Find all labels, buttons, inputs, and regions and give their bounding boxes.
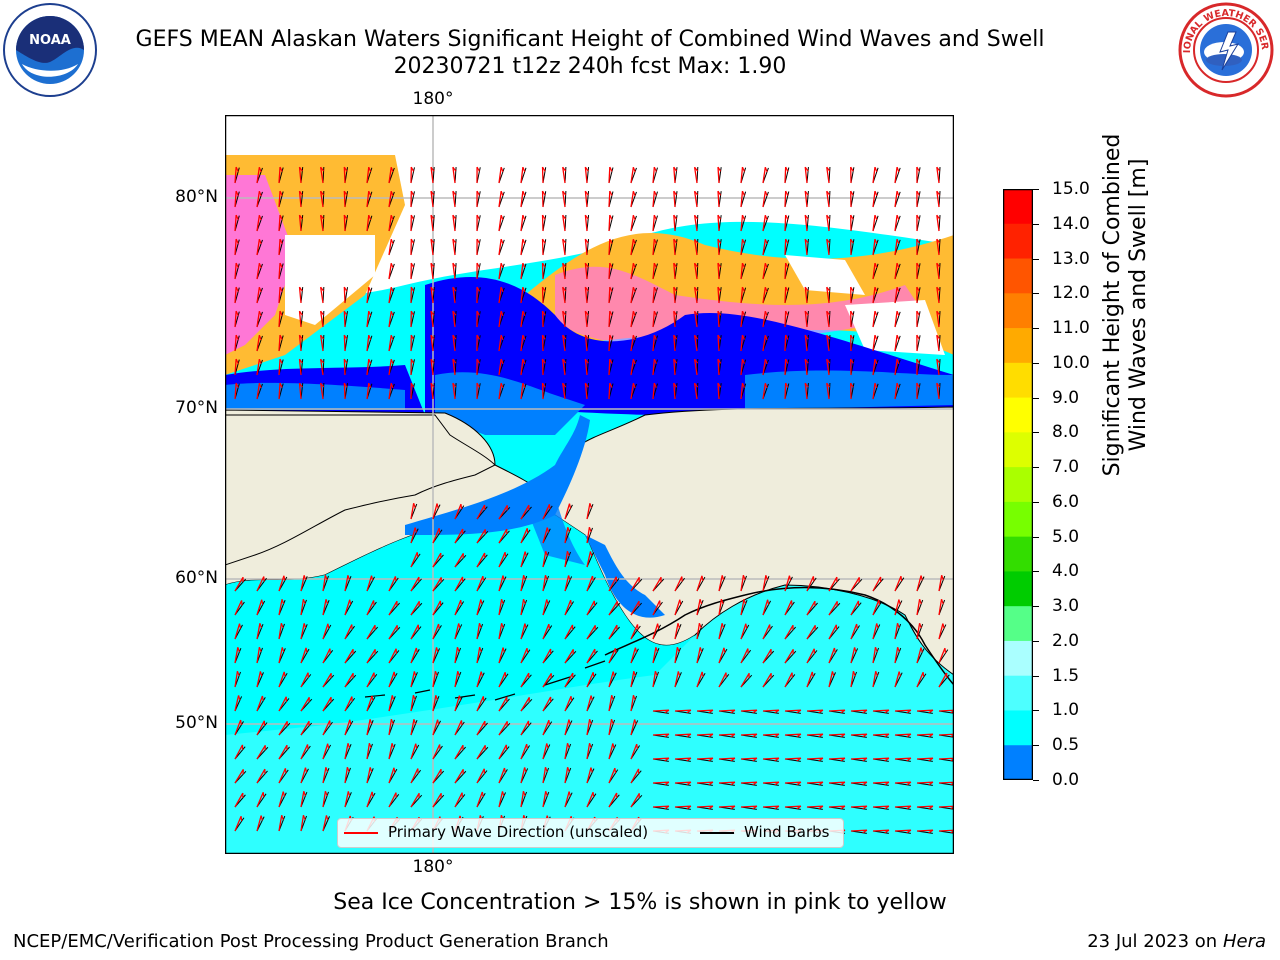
footer-timestamp: 23 Jul 2023 on Hera <box>1087 931 1266 952</box>
colorbar-tick-label: 2.0 <box>1052 630 1080 651</box>
sea-ice-note: Sea Ice Concentration > 15% is shown in … <box>333 890 947 915</box>
colorbar-tick-mark <box>1033 780 1039 781</box>
colorbar-band <box>1003 606 1033 642</box>
lon-label-top: 180° <box>412 89 454 109</box>
colorbar-band <box>1003 258 1033 294</box>
colorbar-tick-label: 13.0 <box>1052 248 1090 269</box>
colorbar-tick-label: 6.0 <box>1052 491 1080 512</box>
aleutian-islands <box>364 660 606 701</box>
lat-label-80n: 80°N <box>175 187 218 207</box>
footer-date: 23 Jul 2023 on <box>1087 931 1223 952</box>
colorbar-band <box>1003 467 1033 503</box>
wave-direction-legend-label: Primary Wave Direction (unscaled) <box>388 823 649 841</box>
colorbar-band <box>1003 675 1033 711</box>
colorbar-band <box>1003 536 1033 572</box>
colorbar-tick-mark <box>1033 189 1039 190</box>
footer-host: Hera <box>1222 931 1266 952</box>
colorbar-tick-label: 4.0 <box>1052 561 1080 582</box>
colorbar-tick-label: 0.5 <box>1052 735 1080 756</box>
colorbar-tick-label: 0.0 <box>1052 770 1080 790</box>
colorbar-tick-mark <box>1033 745 1039 747</box>
colorbar-band <box>1003 293 1033 329</box>
bering-sea <box>225 515 695 735</box>
colorbar-tick-label: 9.0 <box>1052 387 1080 408</box>
colorbar-band <box>1003 362 1033 399</box>
colorbar-tick-label: 11.0 <box>1052 318 1090 339</box>
colorbar-band <box>1003 710 1033 746</box>
colorbar-tick-label: 12.0 <box>1052 283 1090 304</box>
wind-barb-legend-label: Wind Barbs <box>744 823 830 841</box>
colorbar-tick-label: 7.0 <box>1052 457 1080 478</box>
colorbar-band <box>1003 223 1033 260</box>
colorbar-tick-mark <box>1033 432 1039 434</box>
colorbar-band <box>1003 571 1033 607</box>
colorbar-tick-mark <box>1033 397 1039 399</box>
wave-height-map <box>225 115 954 854</box>
wind-barb-legend-line <box>700 832 734 834</box>
colorbar-label: Significant Height of Combined Wind Wave… <box>1100 125 1152 485</box>
lat-label-70n: 70°N <box>175 398 218 418</box>
colorbar <box>1003 189 1033 780</box>
colorbar-tick-mark <box>1033 362 1039 364</box>
chart-subtitle: 20230721 t12z 240h fcst Max: 1.90 <box>393 54 787 79</box>
colorbar-tick-mark <box>1033 675 1039 677</box>
arctic-no-data <box>225 115 954 305</box>
chart-title: GEFS MEAN Alaskan Waters Significant Hei… <box>135 27 1045 52</box>
lat-label-50n: 50°N <box>175 713 218 733</box>
colorbar-band <box>1003 328 1033 364</box>
lat-label-60n: 60°N <box>175 568 218 588</box>
colorbar-tick-mark <box>1033 606 1039 608</box>
colorbar-band <box>1003 640 1033 677</box>
map-legend: Primary Wave Direction (unscaled) Wind B… <box>337 818 844 848</box>
colorbar-tick-mark <box>1033 536 1039 538</box>
colorbar-tick-mark <box>1033 223 1039 225</box>
noaa-logo-text: NOAA <box>29 33 71 48</box>
colorbar-tick-label: 15.0 <box>1052 179 1090 199</box>
nws-logo-icon: NATIONAL WEATHER SERVICE <box>1178 2 1274 98</box>
colorbar-label-line2: Wind Waves and Swell [m] <box>1126 158 1151 452</box>
colorbar-band <box>1003 501 1033 538</box>
colorbar-tick-mark <box>1033 640 1039 642</box>
colorbar-tick-label: 5.0 <box>1052 526 1080 547</box>
colorbar-tick-mark <box>1033 710 1039 712</box>
colorbar-tick-mark <box>1033 467 1039 469</box>
noaa-logo-icon: NOAA <box>3 3 97 97</box>
colorbar-tick-label: 3.0 <box>1052 596 1080 617</box>
lon-label-bottom: 180° <box>412 857 454 877</box>
colorbar-tick-label: 14.0 <box>1052 213 1090 234</box>
colorbar-label-line1: Significant Height of Combined <box>1100 133 1125 477</box>
colorbar-tick-mark <box>1033 328 1039 330</box>
colorbar-band <box>1003 432 1033 468</box>
colorbar-tick-label: 10.0 <box>1052 352 1090 373</box>
colorbar-tick-label: 1.0 <box>1052 700 1080 721</box>
map-border <box>225 115 954 854</box>
colorbar-band <box>1003 745 1033 780</box>
colorbar-tick-mark <box>1033 293 1039 295</box>
vector-field <box>234 166 954 834</box>
colorbar-tick-mark <box>1033 501 1039 503</box>
colorbar-tick-label: 1.5 <box>1052 665 1080 686</box>
colorbar-tick-label: 8.0 <box>1052 422 1080 443</box>
footer-credit: NCEP/EMC/Verification Post Processing Pr… <box>13 931 609 952</box>
wave-direction-legend-line <box>344 832 378 834</box>
colorbar-tick-mark <box>1033 571 1039 573</box>
colorbar-tick-mark <box>1033 258 1039 260</box>
colorbar-band <box>1003 397 1033 433</box>
colorbar-band <box>1003 189 1033 225</box>
